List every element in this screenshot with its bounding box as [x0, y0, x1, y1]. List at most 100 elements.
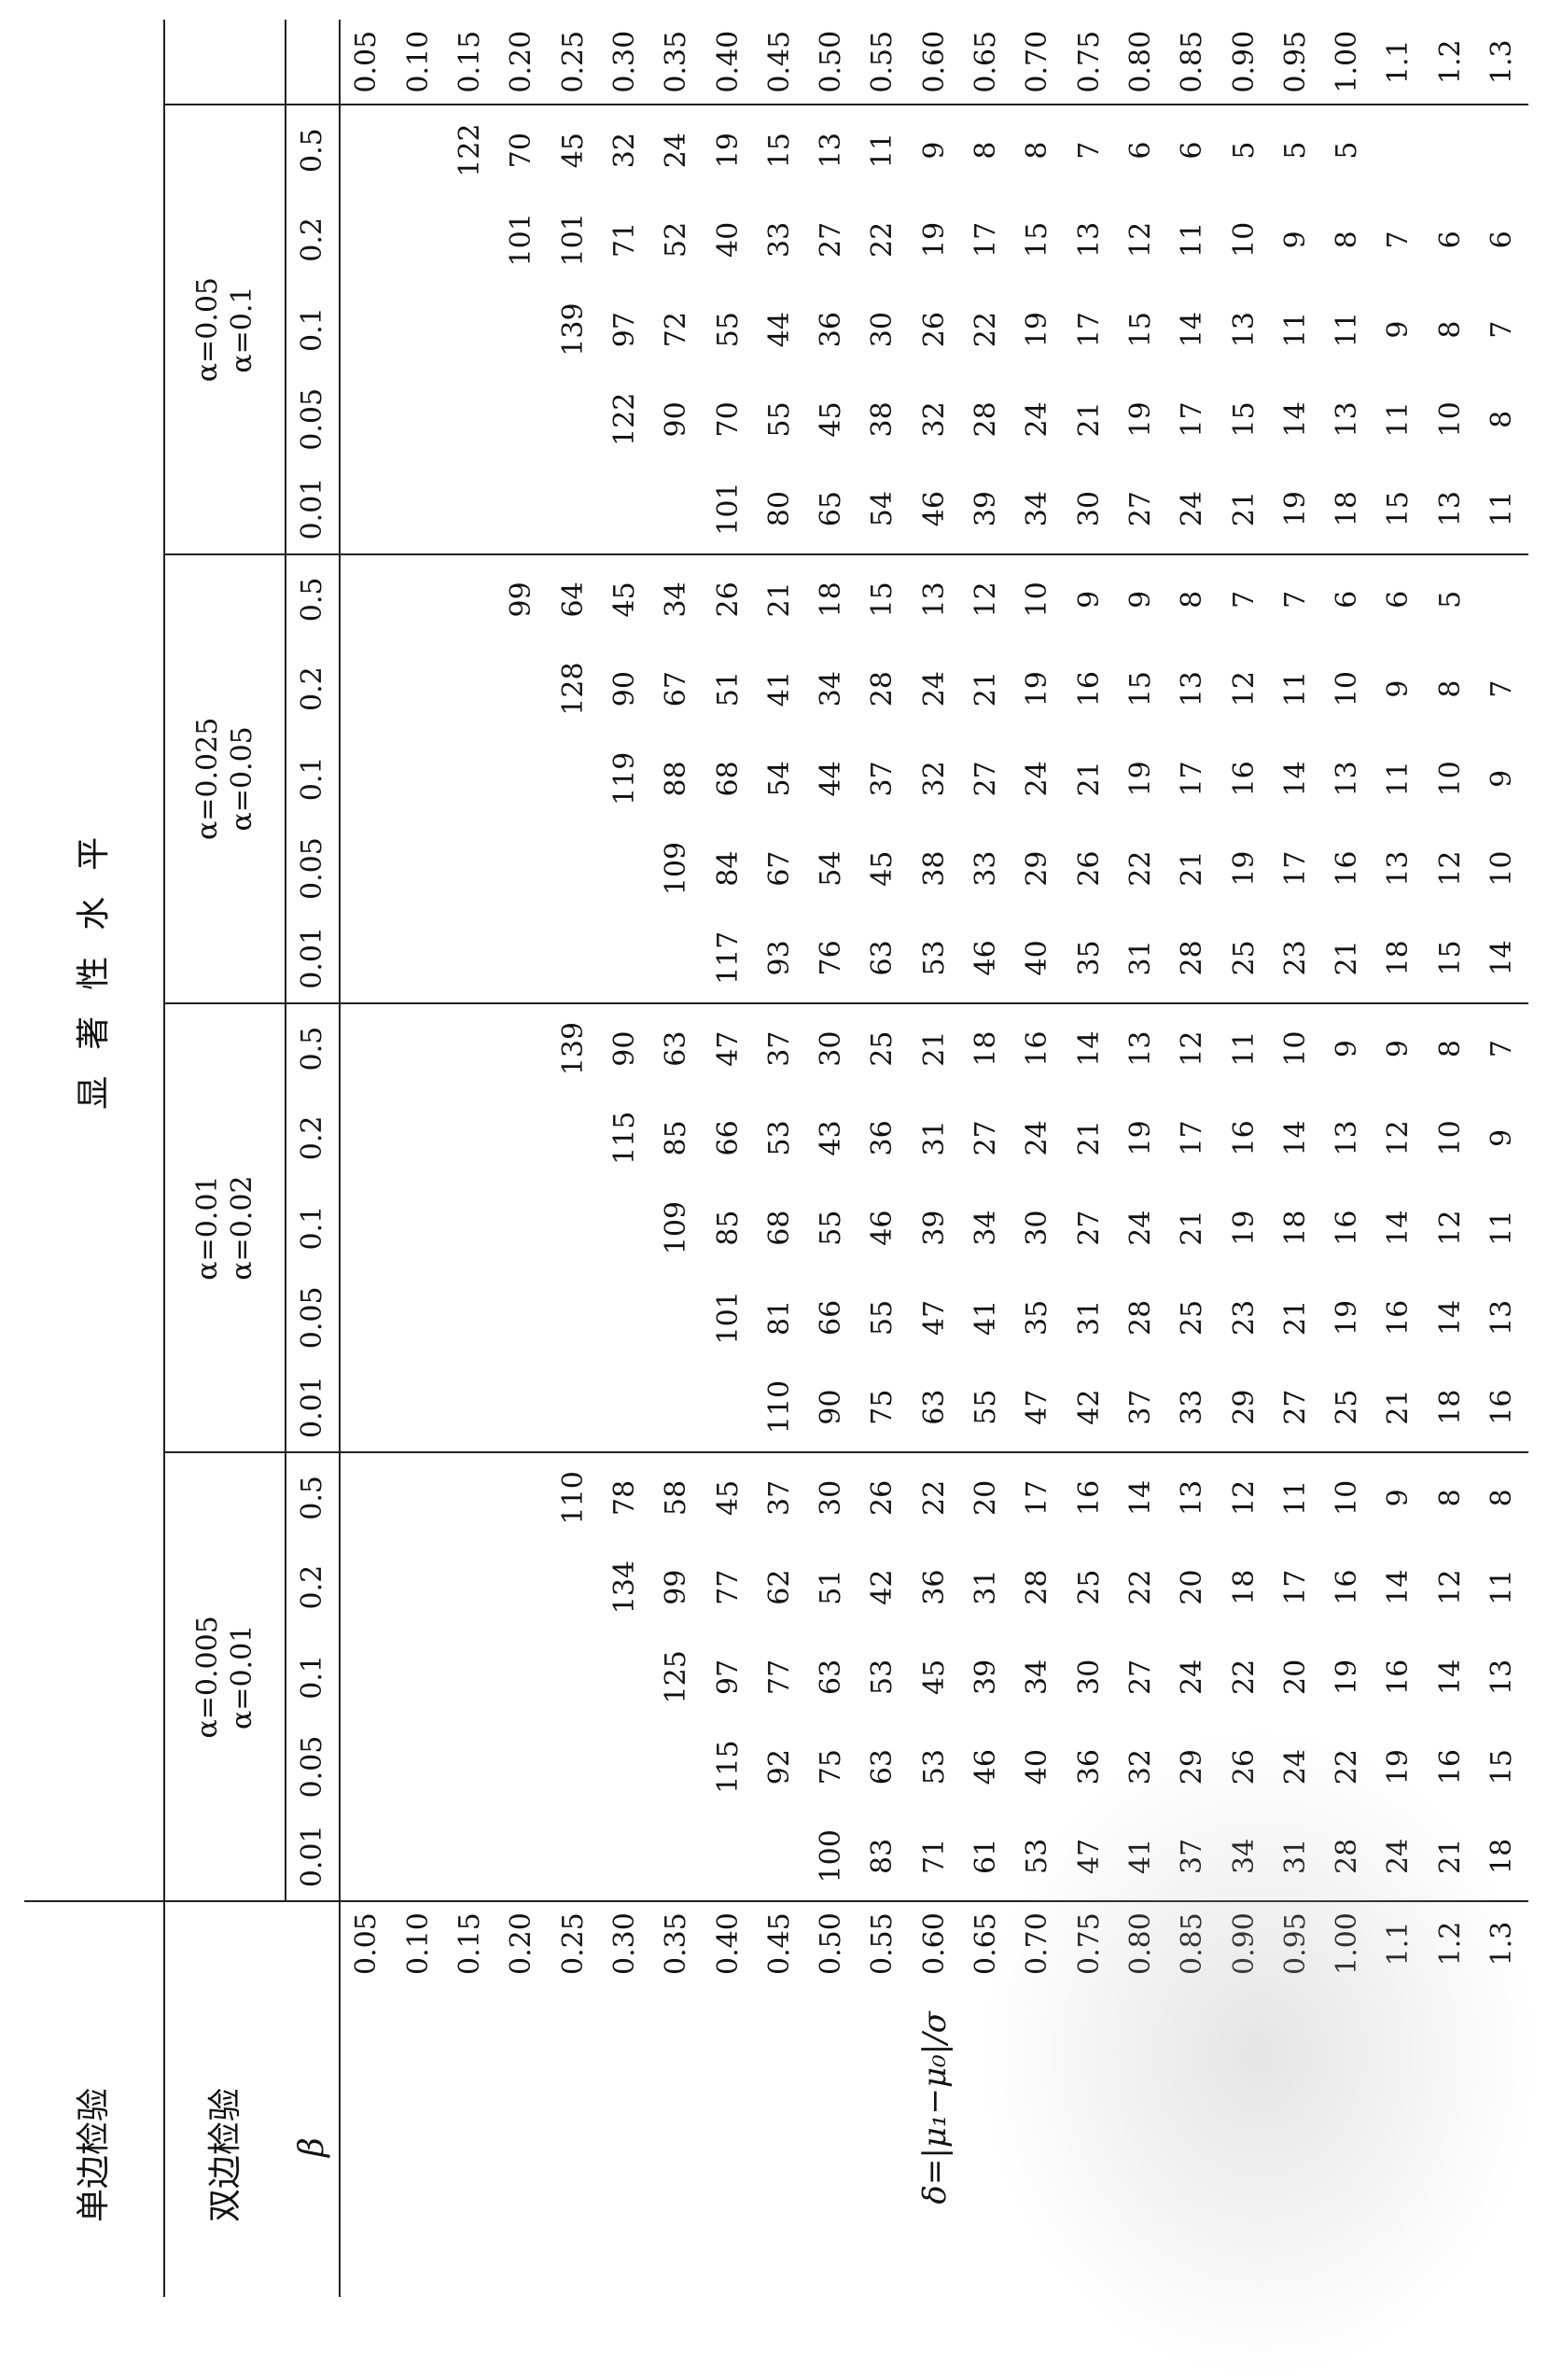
delta-value-right: 0.45 [754, 20, 806, 105]
table-cell: 12 [1433, 1210, 1467, 1246]
beta-value-header: 0.01 [286, 913, 340, 1003]
table-cell: 24 [1166, 464, 1219, 554]
table-cell: 97 [607, 312, 641, 348]
beta-value-header: 0.05 [286, 374, 340, 465]
table-cell: 36 [1072, 1749, 1106, 1785]
table-cell: 19 [1382, 1749, 1416, 1785]
table-cell: 19 [1331, 1299, 1364, 1336]
table-cell: 5 [1278, 141, 1312, 160]
table-cell: 8 [1433, 1489, 1467, 1507]
table-cell: 7 [1485, 320, 1519, 339]
table-cell: 12 [1227, 671, 1261, 707]
table-cell: 139 [556, 1021, 590, 1076]
table-cell: 31 [1072, 1299, 1106, 1336]
table-cell: 21 [1072, 1120, 1106, 1156]
delta-value-right: 0.05 [340, 20, 394, 105]
table-cell [340, 195, 393, 285]
table-cell: 55 [711, 312, 745, 348]
table-cell: 36 [815, 312, 848, 348]
table-cell: 27 [1115, 464, 1167, 554]
beta-value-header: 0.1 [286, 1183, 340, 1273]
table-cell: 16 [1382, 1299, 1416, 1336]
table-cell: 13 [1485, 1299, 1519, 1336]
delta-value-left: 0.80 [1115, 1901, 1167, 1985]
left-spacer [340, 2231, 1528, 2297]
table-cell [393, 823, 444, 913]
table-cell: 34 [815, 671, 848, 707]
table-cell: 10 [1485, 850, 1519, 887]
table-cell: 24 [917, 671, 951, 707]
delta-value-right: 0.70 [1011, 20, 1064, 105]
table-cell: 9 [1123, 590, 1157, 609]
table-cell [393, 554, 444, 644]
table-cell: 15 [866, 581, 900, 618]
table-cell: 75 [815, 1749, 848, 1785]
table-cell [340, 285, 393, 374]
table-row: 0.35 125 99 58 109 85 63 109 88 67 34 90 72 52 24 0.35 [650, 20, 703, 2297]
table-cell: 8 [1433, 320, 1467, 339]
table-cell: 24 [660, 133, 693, 169]
table-cell: 19 [1123, 761, 1157, 797]
table-cell: 30 [1021, 1210, 1054, 1246]
table-cell: 27 [969, 761, 1003, 797]
table-cell: 122 [453, 123, 487, 177]
table-cell: 100 [805, 1812, 858, 1902]
table-cell [393, 285, 444, 374]
table-cell [548, 1362, 600, 1453]
table-cell: 9 [1382, 1489, 1416, 1507]
table-cell: 32 [1123, 1749, 1157, 1785]
table-cell: 16 [1476, 1362, 1528, 1453]
table-cell: 55 [815, 1210, 848, 1246]
table-cell: 53 [866, 1659, 900, 1695]
table-cell: 11 [1485, 1569, 1519, 1605]
table-cell: 109 [660, 1200, 693, 1255]
table-cell: 51 [711, 671, 745, 707]
table-cell: 10 [1331, 1479, 1364, 1516]
table-cell: 15 [1373, 464, 1426, 554]
table-cell: 80 [754, 464, 806, 554]
table-cell: 9 [1331, 1040, 1364, 1058]
table-cell: 21 [1176, 850, 1209, 887]
table-cell: 36 [866, 1120, 900, 1156]
table-cell: 115 [607, 1111, 641, 1165]
table-row: 0.65 61 46 39 31 20 55 41 34 27 18 46 33 27 21 12 39 28 22… [960, 20, 1012, 2297]
table-cell [340, 734, 393, 823]
table-cell: 33 [762, 221, 796, 258]
table-cell [650, 913, 703, 1003]
delta-value-left: 0.50 [805, 1901, 858, 1985]
table-cell [650, 1362, 703, 1453]
table-cell: 43 [815, 1120, 848, 1156]
table-cell: 7 [1278, 590, 1312, 609]
beta-value-header: 0.01 [286, 464, 340, 554]
beta-value-header: 0.2 [286, 643, 340, 735]
table-cell [495, 464, 549, 554]
table-cell [340, 105, 393, 194]
table-cell: 16 [1072, 671, 1106, 707]
table-cell: 28 [866, 671, 900, 707]
table-cell [444, 1632, 495, 1722]
table-cell [496, 1722, 548, 1812]
table-cell: 101 [556, 213, 590, 267]
table-cell: 8 [1433, 679, 1467, 698]
delta-value-right: 0.95 [1270, 20, 1322, 105]
table-cell: 14 [1476, 913, 1528, 1003]
table-cell [340, 644, 393, 734]
table-cell: 128 [556, 662, 590, 716]
table-cell: 32 [917, 401, 951, 438]
table-cell: 13 [917, 581, 951, 618]
table-cell: 10 [1278, 1030, 1312, 1067]
table-cell [444, 1542, 495, 1631]
table-cell: 24 [1176, 1659, 1209, 1695]
table-cell: 14 [1382, 1569, 1416, 1605]
beta-value-header: 0.5 [286, 553, 340, 644]
table-cell: 37 [1166, 1812, 1219, 1902]
table-cell: 47 [917, 1299, 951, 1336]
table-cell [444, 1093, 495, 1183]
table-cell [393, 1812, 445, 1902]
alpha-group-header: α=0.05 α=0.1 [164, 105, 286, 554]
table-cell [393, 1362, 445, 1453]
table-cell: 45 [607, 581, 641, 618]
table-cell [495, 1812, 549, 1902]
alpha-group-header: α=0.01 α=0.02 [164, 1002, 286, 1453]
table-cell: 13 [815, 133, 848, 169]
